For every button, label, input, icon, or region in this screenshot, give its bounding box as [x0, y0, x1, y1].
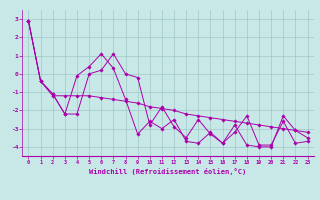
X-axis label: Windchill (Refroidissement éolien,°C): Windchill (Refroidissement éolien,°C) [89, 168, 247, 175]
